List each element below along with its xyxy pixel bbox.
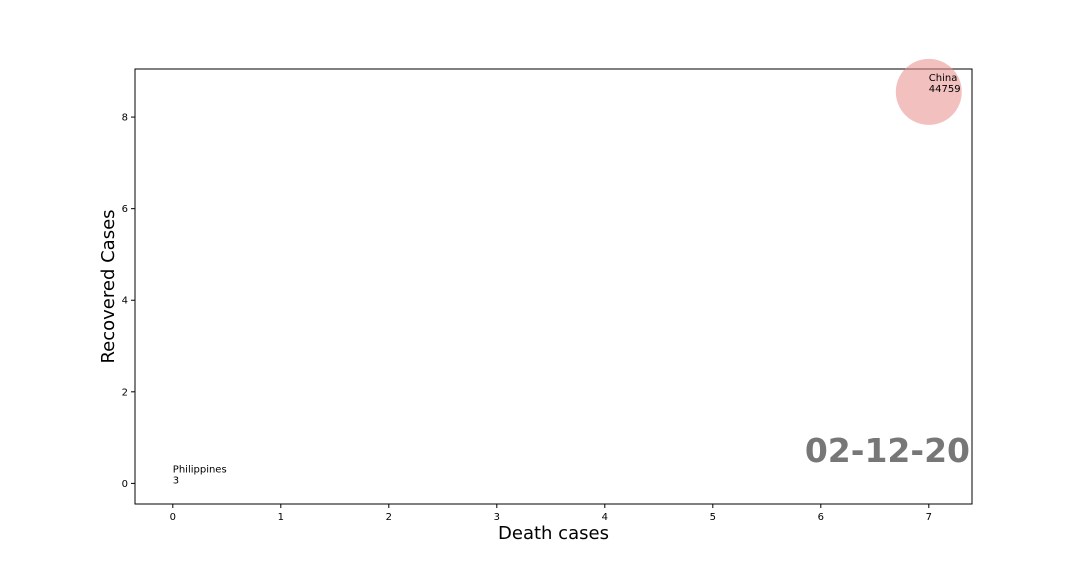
x-tick-label: 1 <box>278 512 284 523</box>
bubble-value-philippines: 3 <box>173 475 179 486</box>
x-tick-label: 2 <box>386 512 392 523</box>
bubble-china <box>895 58 962 125</box>
bubble-philippines <box>172 483 174 484</box>
date-stamp: 02-12-20 <box>805 431 970 470</box>
y-axis-title: Recovered Cases <box>98 209 119 363</box>
x-axis-title: Death cases <box>498 523 609 544</box>
bubble-layer <box>172 58 962 484</box>
bubble-value-china: 44759 <box>929 84 961 95</box>
y-tick-label: 4 <box>122 296 128 307</box>
bubble-label-philippines: Philippines <box>173 464 227 475</box>
x-axis-ticks: 0 1 2 3 4 5 6 7 <box>170 504 932 523</box>
x-tick-label: 3 <box>494 512 500 523</box>
x-tick-label: 6 <box>818 512 824 523</box>
y-tick-label: 6 <box>122 204 128 215</box>
y-axis-ticks: 0 2 4 6 8 <box>122 113 135 490</box>
y-tick-label: 8 <box>122 113 128 124</box>
x-tick-label: 4 <box>602 512 608 523</box>
y-tick-label: 2 <box>122 387 128 398</box>
bubble-label-china: China <box>929 73 958 84</box>
x-tick-label: 0 <box>170 512 176 523</box>
y-tick-label: 0 <box>122 479 128 490</box>
x-tick-label: 7 <box>926 512 932 523</box>
plot-area-frame <box>134 68 973 505</box>
x-tick-label: 5 <box>710 512 716 523</box>
